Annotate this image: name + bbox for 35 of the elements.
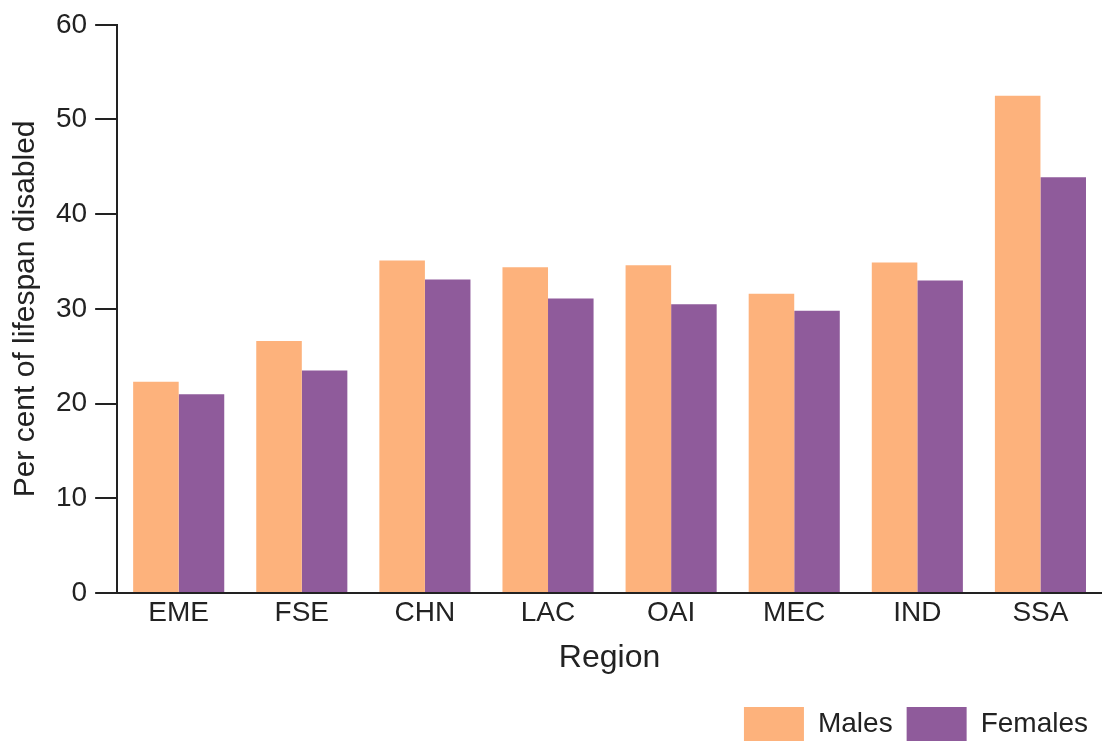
- x-axis-title: Region: [558, 637, 661, 674]
- y-axis-title: Per cent of lifespan disabled: [7, 120, 41, 498]
- y-tick-label: 50: [55, 102, 88, 134]
- x-tick-label: EME: [148, 595, 210, 627]
- bar: [794, 310, 840, 592]
- bar: [748, 293, 795, 592]
- x-tick-label: CHN: [394, 595, 456, 627]
- y-tick-label: 40: [55, 196, 88, 228]
- bar: [548, 298, 594, 592]
- y-tick-label: 10: [55, 481, 88, 513]
- bar: [502, 267, 549, 592]
- x-tick-label: MEC: [763, 595, 826, 627]
- legend-label: Females: [980, 706, 1089, 738]
- y-tick-label: 0: [71, 575, 88, 607]
- x-tick-label: IND: [893, 595, 942, 627]
- bar: [994, 95, 1041, 592]
- x-tick-label: LAC: [520, 595, 576, 627]
- bar: [133, 381, 179, 592]
- y-tick-label: 20: [55, 386, 88, 418]
- y-tick-label: 30: [55, 291, 88, 323]
- bar: [671, 304, 717, 592]
- bar: [379, 260, 425, 592]
- bar: [625, 265, 672, 592]
- bar: [301, 370, 348, 592]
- bar: [871, 262, 918, 592]
- legend-label: Males: [817, 706, 893, 738]
- y-tick-label: 60: [55, 7, 88, 39]
- bar: [1040, 177, 1086, 592]
- x-tick-label: OAI: [647, 595, 696, 627]
- bar: [256, 341, 302, 592]
- x-tick-label: FSE: [274, 595, 330, 627]
- bar: [424, 279, 471, 592]
- x-tick-label: SSA: [1012, 595, 1069, 627]
- bar: [178, 394, 225, 592]
- bar: [917, 280, 963, 592]
